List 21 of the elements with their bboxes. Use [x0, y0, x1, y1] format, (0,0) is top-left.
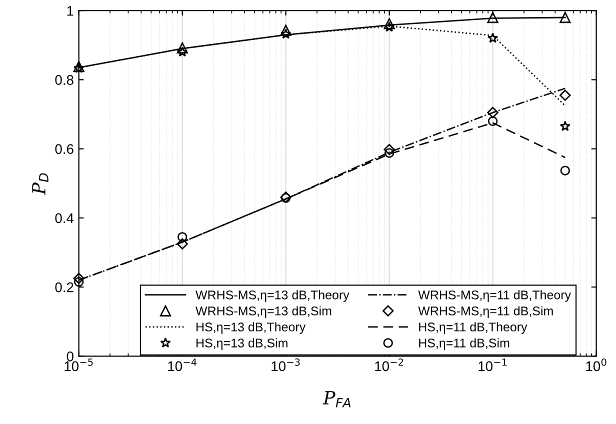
legend-label: HS,η=11 dB,Sim	[419, 338, 510, 350]
legend-label: HS,η=11 dB,Theory	[419, 322, 528, 334]
x-tick-label: 10$^{−1}$	[478, 358, 507, 372]
x-tick-label: 10$^{−4}$	[168, 358, 196, 372]
x-tick-label: 10$^{−2}$	[375, 358, 404, 372]
y-tick-label: 0.8	[55, 75, 74, 85]
legend-label: HS,η=13 dB,Sim	[196, 338, 288, 350]
y-tick-label: 1	[67, 6, 74, 16]
y-tick-label: 0.6	[55, 144, 74, 154]
legend-label: HS,η=13 dB,Theory	[196, 322, 306, 334]
x-axis-title: P$_{FA}$	[322, 391, 350, 408]
legend-label: WRHS-MS,η=11 dB,Sim	[418, 306, 553, 318]
y-tick-label: 0.2	[55, 282, 74, 292]
x-tick-label: 10$^{−3}$	[272, 358, 300, 372]
y-axis-title: P$_{D}$	[32, 173, 48, 195]
legend-label: WRHS-MS,η=13 dB,Theory	[196, 290, 350, 302]
y-tick-label: 0.4	[55, 213, 74, 224]
y-tick-label: 0	[66, 351, 74, 362]
legend-label: WRHS-MS,η=13 dB,Sim	[196, 306, 332, 318]
x-tick-label: 10$^{0}$	[586, 358, 606, 372]
legend-label: WRHS-MS,η=11 dB,Theory	[418, 290, 572, 302]
